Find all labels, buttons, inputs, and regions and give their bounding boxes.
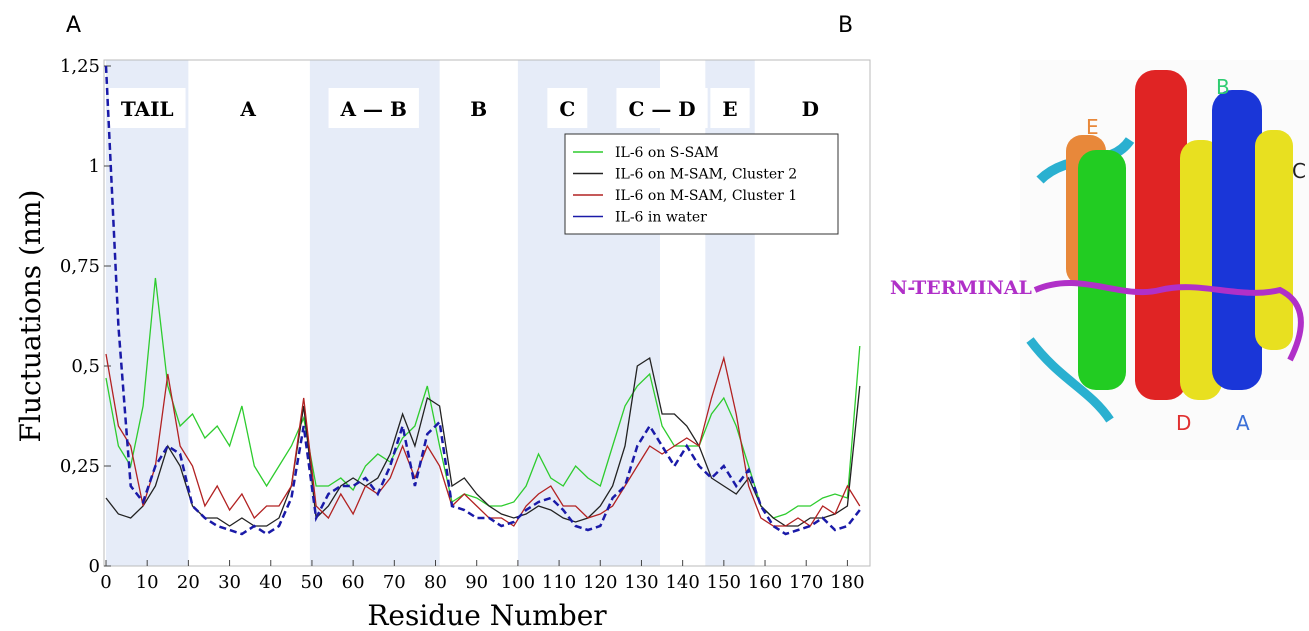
helix-yellow <box>1180 140 1222 400</box>
structure-label: D <box>1176 411 1191 435</box>
helix-d <box>1135 70 1187 400</box>
segment-label-bg <box>108 88 186 128</box>
series-line <box>105 356 861 527</box>
x-tick-label: 0 <box>100 572 111 593</box>
shaded-band <box>106 60 189 566</box>
n-terminal-chain <box>1033 279 1304 362</box>
segment-label-bg <box>616 88 708 128</box>
segment-label-bg <box>789 88 832 128</box>
x-tick-label: 150 <box>707 572 741 593</box>
panel-label: B <box>838 13 853 38</box>
panel-label: A <box>66 13 81 38</box>
x-tick-label: 70 <box>383 572 406 593</box>
segment-label: A — B <box>340 97 407 121</box>
x-tick-label: 30 <box>218 572 241 593</box>
segment-label-bg <box>458 88 500 128</box>
x-tick-label: 140 <box>665 572 699 593</box>
plot-frame <box>103 59 871 567</box>
x-tick-label: 40 <box>259 572 282 593</box>
segment-label-bg <box>547 88 588 128</box>
segment-label: TAIL <box>121 97 174 121</box>
protein-structure <box>1020 60 1309 460</box>
helix-a <box>1212 90 1262 390</box>
x-tick-label: 20 <box>177 572 200 593</box>
x-tick-label: 100 <box>501 572 535 593</box>
structure-label: B <box>1216 75 1230 99</box>
helix-c <box>1078 150 1126 390</box>
y-tick-label: 0,25 <box>60 456 100 477</box>
shaded-band <box>309 60 440 566</box>
x-tick-label: 130 <box>624 572 658 593</box>
y-tick-label: 1 <box>89 156 100 177</box>
segment-label-bg <box>228 88 268 128</box>
helix-yellow <box>1255 130 1293 350</box>
legend-box <box>564 133 839 235</box>
segment-label: D <box>802 97 819 121</box>
legend-label: IL-6 in water <box>615 210 707 226</box>
segment-label: C — D <box>628 97 695 121</box>
y-axis-label: Fluctuations (nm) <box>14 190 47 443</box>
segment-label-bg <box>328 88 419 128</box>
series-line <box>105 277 861 519</box>
legend-label: IL-6 on M-SAM, Cluster 1 <box>615 188 797 204</box>
x-tick-label: 80 <box>424 572 447 593</box>
segment-label: B <box>470 97 487 121</box>
structure-label: C <box>1292 159 1306 183</box>
y-tick-label: 0 <box>89 556 100 577</box>
legend-label: IL-6 on M-SAM, Cluster 2 <box>615 167 797 183</box>
series-line <box>105 353 861 527</box>
segment-label: E <box>722 97 737 121</box>
structure-label: N-TERMINAL <box>890 277 1032 299</box>
x-tick-label: 60 <box>342 572 365 593</box>
y-tick-label: 0,5 <box>71 356 100 377</box>
x-tick-label: 110 <box>542 572 576 593</box>
loop <box>1026 337 1114 423</box>
structure-label: A <box>1236 411 1250 435</box>
x-tick-label: 90 <box>465 572 488 593</box>
segment-label: C <box>559 97 575 121</box>
segment-label-bg <box>710 88 750 128</box>
x-tick-label: 50 <box>300 572 323 593</box>
y-tick-label: 1,25 <box>60 56 100 77</box>
legend-label: IL-6 on S-SAM <box>615 145 719 161</box>
segment-label: A <box>239 97 256 121</box>
x-axis-label: Residue Number <box>367 599 607 631</box>
series-line <box>104 65 861 536</box>
x-tick-label: 170 <box>789 572 823 593</box>
y-tick-label: 0,75 <box>60 256 100 277</box>
x-tick-label: 160 <box>748 572 782 593</box>
x-tick-label: 10 <box>136 572 159 593</box>
x-tick-label: 120 <box>583 572 617 593</box>
structure-label: E <box>1086 115 1099 139</box>
x-tick-label: 180 <box>830 572 864 593</box>
